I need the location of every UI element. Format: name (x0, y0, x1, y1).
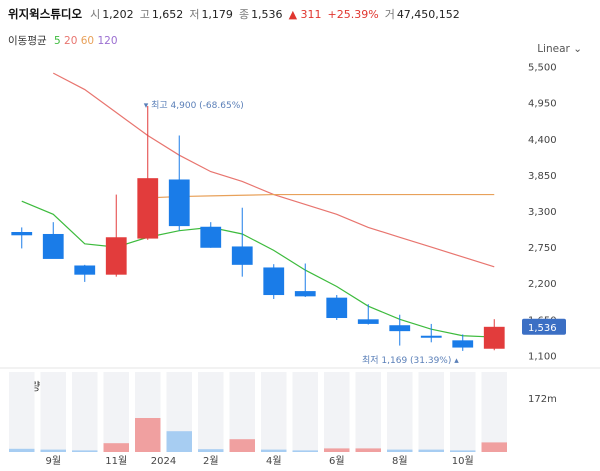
candle-body (74, 265, 96, 275)
volume-value: 47,450,152 (396, 8, 460, 21)
last-price-label: 1,536 (528, 323, 557, 334)
volume-column (355, 372, 381, 452)
volume-column (387, 372, 413, 452)
volume-bar (292, 450, 318, 452)
volume-column (40, 372, 66, 452)
candle-body (357, 319, 379, 324)
volume-column (481, 372, 507, 452)
volume-bar (9, 448, 35, 452)
price-tick-label: 1,100 (528, 351, 557, 362)
volume-tick-label: 172m (528, 394, 557, 405)
scale-toggle[interactable]: Linear ⌄ (537, 43, 582, 55)
volume-bar (40, 449, 66, 452)
ma5-label: 5 (53, 35, 61, 47)
close-label: 종 (238, 8, 250, 21)
volume-column (72, 372, 98, 452)
volume-bar (355, 448, 381, 452)
price-tick-label: 2,200 (528, 279, 557, 290)
volume-bar (481, 442, 507, 452)
change-percent: +25.39% (327, 8, 379, 21)
volume-column (198, 372, 224, 452)
volume-label: 거 (384, 8, 395, 21)
volume-bar (387, 449, 413, 452)
open-label: 시 (90, 8, 101, 21)
candle-body (42, 233, 64, 259)
candle-body (137, 178, 159, 239)
price-axis: 172m 5,500 4,950 4,400 3,850 3,300 2,750 2,200 1… (528, 63, 557, 405)
ma60-label: 60 (80, 35, 95, 47)
ma20-label: 20 (64, 35, 78, 47)
volume-column (418, 372, 444, 452)
chevron-down-icon: ⌄ (573, 43, 582, 55)
max-price-note: ▾ 최고 4,900 (-68.65%) (144, 100, 244, 111)
scale-label: Linear (537, 43, 570, 55)
high-label: 고 (139, 8, 150, 21)
volume-bar (229, 439, 255, 452)
candle-body (263, 267, 285, 296)
candle-body (294, 291, 316, 297)
candle-body (389, 325, 411, 332)
high-value: 1,652 (151, 8, 184, 21)
candle-body (326, 297, 348, 319)
volume-bar (418, 449, 444, 452)
ma-legend-label: 이동평균 (8, 35, 47, 47)
low-value: 1,179 (201, 8, 233, 21)
candle-body (11, 232, 33, 236)
volume-bar (261, 449, 287, 452)
ma5-line (21, 200, 495, 338)
volume-bars (9, 372, 507, 452)
ma60-line (147, 193, 495, 199)
candle-body (452, 340, 474, 348)
stock-name: 위지윅스튜디오 (8, 7, 83, 21)
time-tick-label: 10월 (452, 455, 474, 467)
price-tick-label: 4,950 (528, 99, 557, 110)
volume-column (103, 372, 129, 452)
volume-column (229, 372, 255, 452)
volume-column (261, 372, 287, 452)
open-value: 1,202 (102, 8, 134, 21)
candle-body (231, 246, 253, 265)
price-tick-label: 4,400 (528, 135, 557, 146)
time-tick-label: 6월 (329, 455, 345, 467)
candle-body (168, 179, 190, 227)
volume-bar (103, 443, 129, 452)
time-tick-label: 8월 (392, 455, 408, 467)
close-value: 1,536 (251, 8, 283, 21)
chart-annotations: ▾ 최고 4,900 (-68.65%) 최저 1,169 (31.39%) ▴ 1… (144, 100, 566, 366)
volume-bar (198, 449, 224, 452)
low-label: 저 (189, 8, 200, 21)
time-tick-label: 2월 (203, 455, 219, 467)
price-tick-label: 5,500 (528, 63, 557, 74)
candle-body (105, 237, 127, 275)
time-axis: 9월 11월 2024 2월 4월 6월 8월 10월 (45, 455, 473, 467)
time-tick-label: 4월 (266, 455, 282, 467)
volume-bar (166, 431, 192, 452)
time-tick-label: 2024 (151, 456, 176, 467)
moving-average-lines (21, 72, 495, 338)
candle-body (483, 326, 505, 349)
candle-body (420, 335, 442, 338)
volume-bar (135, 418, 161, 452)
volume-column (450, 372, 476, 452)
price-tick-label: 2,750 (528, 243, 557, 254)
change-value: ▲ 311 (288, 8, 322, 21)
candles (11, 105, 505, 351)
volume-column (324, 372, 350, 452)
volume-column (292, 372, 318, 452)
ma120-label: 120 (97, 35, 118, 47)
stock-header: 위지윅스튜디오 시 1,202 고 1,652 저 1,179 종 1,536 … (8, 6, 466, 24)
volume-bar (324, 448, 350, 452)
moving-average-legend[interactable]: 이동평균 5 20 60 120 (8, 33, 118, 48)
min-price-note: 최저 1,169 (31.39%) ▴ (362, 355, 459, 366)
volume-bar (450, 450, 476, 452)
time-tick-label: 9월 (45, 455, 61, 467)
volume-bar (72, 450, 98, 452)
price-tick-label: 3,300 (528, 207, 557, 218)
time-tick-label: 11월 (105, 455, 127, 467)
candle-body (200, 226, 222, 248)
price-tick-label: 3,850 (528, 171, 557, 182)
last-price-badge (522, 318, 566, 335)
volume-column (9, 372, 35, 452)
